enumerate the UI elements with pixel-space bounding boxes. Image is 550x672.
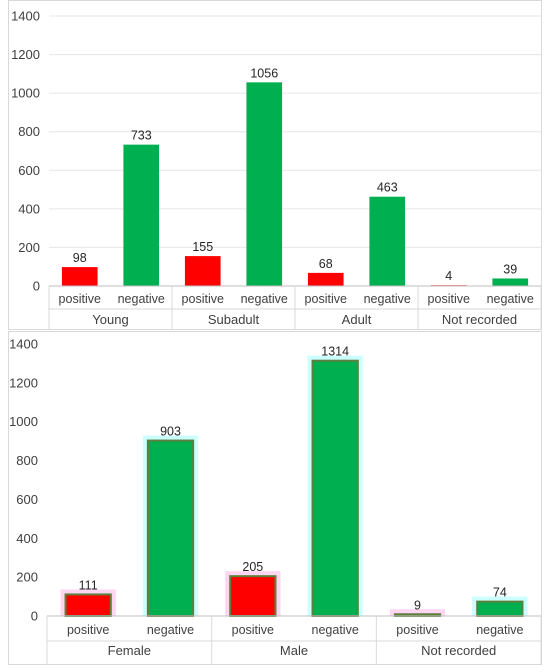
data-label: 1314 xyxy=(321,345,349,359)
positive-bar xyxy=(184,256,221,286)
group-label: Subadult xyxy=(208,312,260,327)
y-tick-label: 1400 xyxy=(11,9,40,24)
negative-bar xyxy=(246,82,283,286)
data-label: 39 xyxy=(503,262,517,276)
y-tick-label: 400 xyxy=(16,531,38,546)
y-tick-label: 1000 xyxy=(9,414,38,429)
data-label: 111 xyxy=(79,578,98,592)
category-label: negative xyxy=(476,623,523,637)
data-label: 1056 xyxy=(250,66,278,80)
category-label: negative xyxy=(118,292,165,306)
negative-bar xyxy=(311,359,359,617)
group-label: Young xyxy=(92,312,128,327)
y-tick-label: 200 xyxy=(18,240,40,255)
category-label: positive xyxy=(59,292,101,306)
negative-bar xyxy=(123,144,160,286)
positive-bar xyxy=(64,593,112,618)
category-label: negative xyxy=(364,292,411,306)
category-label: positive xyxy=(182,292,224,306)
category-label: positive xyxy=(67,623,109,637)
data-label: 155 xyxy=(192,240,213,254)
age-chart: 0 200 400 600 800 1000 1200 1400 98 positive 733 ne… xyxy=(8,0,542,330)
y-tick-label: 1000 xyxy=(11,86,40,101)
category-label: positive xyxy=(428,292,470,306)
y-tick-label: 800 xyxy=(16,453,38,468)
y-tick-label: 0 xyxy=(31,609,38,624)
sex-chart-panel: 0 200 400 600 800 1000 1200 1400 111 positive 903 n… xyxy=(0,331,550,667)
y-tick-label: 1200 xyxy=(11,47,40,62)
category-label: positive xyxy=(232,623,274,637)
group-label: Not recorded xyxy=(442,312,517,327)
y-tick-label: 0 xyxy=(33,279,40,294)
category-label: negative xyxy=(147,623,194,637)
negative-bar xyxy=(146,439,195,617)
y-tick-label: 200 xyxy=(16,570,38,585)
category-label: positive xyxy=(305,292,347,306)
age-chart-panel: 0 200 400 600 800 1000 1200 1400 98 positive 733 ne… xyxy=(0,0,550,330)
y-tick-label: 600 xyxy=(18,163,40,178)
sex-chart: 0 200 400 600 800 1000 1200 1400 111 positive 903 n… xyxy=(8,331,542,665)
negative-bar xyxy=(476,600,524,618)
group-label: Female xyxy=(108,643,151,658)
y-tick-label: 600 xyxy=(16,492,38,507)
negative-bar xyxy=(492,278,529,286)
data-label: 4 xyxy=(445,269,452,283)
category-label: positive xyxy=(396,623,438,637)
data-label: 74 xyxy=(493,586,507,600)
y-tick-label: 400 xyxy=(18,201,40,216)
chart-frame xyxy=(8,0,542,330)
group-label: Not recorded xyxy=(421,643,496,658)
y-tick-label: 1200 xyxy=(9,375,38,390)
data-label: 463 xyxy=(377,181,398,195)
group-label: Adult xyxy=(342,312,372,327)
y-tick-label: 800 xyxy=(18,124,40,139)
category-label: negative xyxy=(487,292,534,306)
category-label: negative xyxy=(241,292,288,306)
data-label: 68 xyxy=(319,257,333,271)
negative-bar xyxy=(369,196,406,286)
data-label: 733 xyxy=(131,129,152,143)
data-label: 98 xyxy=(73,251,87,265)
positive-bar xyxy=(307,272,344,286)
data-label: 9 xyxy=(414,598,421,612)
chart-frame xyxy=(8,331,542,665)
y-tick-label: 1400 xyxy=(9,337,38,352)
data-label: 903 xyxy=(160,425,181,439)
category-label: negative xyxy=(312,623,359,637)
positive-bar xyxy=(61,267,98,286)
positive-bar-highlight xyxy=(389,609,446,616)
data-label: 205 xyxy=(242,560,263,574)
group-label: Male xyxy=(280,643,308,658)
positive-bar xyxy=(229,575,277,618)
